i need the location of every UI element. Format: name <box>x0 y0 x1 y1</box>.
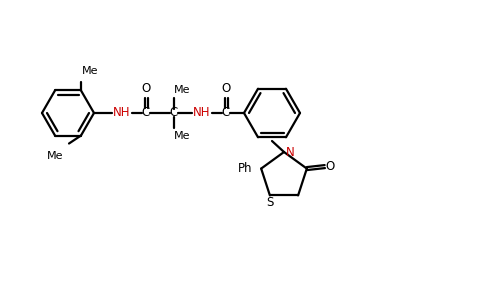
Text: O: O <box>141 82 150 95</box>
Text: NH: NH <box>193 106 211 119</box>
Text: Me: Me <box>174 131 190 141</box>
Text: C: C <box>170 106 178 119</box>
Text: S: S <box>266 196 274 209</box>
Text: O: O <box>222 82 231 95</box>
Text: C: C <box>142 106 150 119</box>
Text: Me: Me <box>82 67 98 76</box>
Text: Ph: Ph <box>238 162 252 175</box>
Text: Me: Me <box>47 151 63 160</box>
Text: Me: Me <box>174 85 190 95</box>
Text: C: C <box>222 106 230 119</box>
Text: NH: NH <box>113 106 131 119</box>
Text: O: O <box>325 160 335 173</box>
Text: N: N <box>285 145 294 158</box>
